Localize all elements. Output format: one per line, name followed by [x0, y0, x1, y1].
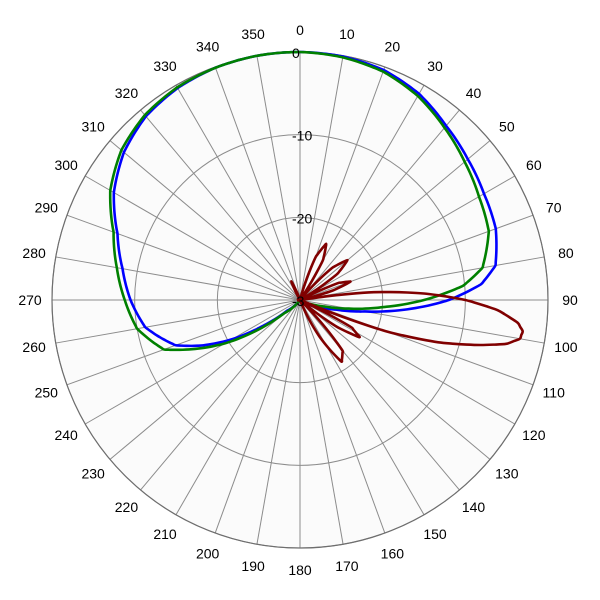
- angle-tick-label: 230: [81, 466, 105, 482]
- angle-tick-label: 20: [385, 38, 401, 54]
- spoke-250: [66, 299, 301, 386]
- radial-tick-label: 0: [292, 45, 300, 61]
- angle-tick-label: 330: [153, 58, 177, 74]
- angle-tick-label: 180: [288, 562, 312, 578]
- angle-tick-label: 220: [115, 499, 139, 515]
- spoke-220: [140, 299, 301, 491]
- spoke-320: [140, 109, 301, 301]
- spoke-300: [84, 175, 301, 301]
- spoke-170: [299, 299, 344, 545]
- angle-tick-label: 170: [335, 558, 359, 574]
- radial-tick-label: -3: [292, 293, 305, 309]
- angle-tick-label: 110: [543, 384, 566, 400]
- series-layer: [108, 50, 524, 364]
- angle-tick-label: 120: [522, 427, 546, 443]
- angle-tick-label: 140: [462, 499, 486, 515]
- tick-labels: 0 10 20 30 40 50 60 70 80 90 100 110 120 130 140 150 160…: [18, 22, 578, 578]
- angle-tick-label: 270: [18, 292, 42, 308]
- spoke-210: [175, 299, 301, 516]
- spoke-80: [299, 256, 545, 301]
- spoke-40: [299, 109, 460, 301]
- spoke-280: [55, 256, 301, 301]
- spoke-200: [214, 299, 301, 534]
- spoke-260: [55, 299, 301, 344]
- angle-tick-label: 210: [153, 526, 177, 542]
- angle-tick-label: 30: [427, 58, 443, 74]
- angle-tick-label: 10: [339, 26, 355, 42]
- angle-tick-label: 150: [423, 526, 447, 542]
- angle-tick-label: 290: [35, 200, 59, 216]
- angle-tick-label: 190: [241, 558, 265, 574]
- angle-tick-label: 50: [499, 118, 515, 134]
- spoke-190: [256, 299, 301, 545]
- spoke-290: [66, 214, 301, 301]
- angle-tick-label: 350: [241, 26, 265, 42]
- radial-tick-label: -20: [292, 210, 312, 226]
- angle-tick-label: 280: [22, 245, 46, 261]
- spoke-310: [109, 140, 301, 301]
- spoke-120: [299, 299, 516, 425]
- spoke-160: [299, 299, 386, 534]
- angle-tick-label: 200: [196, 546, 220, 562]
- grid-ring: [216, 216, 384, 384]
- radial-tick-label: -10: [292, 128, 312, 144]
- spoke-70: [299, 214, 534, 301]
- spoke-230: [109, 299, 301, 460]
- angle-tick-label: 100: [554, 339, 578, 355]
- spoke-350: [256, 55, 301, 301]
- series-line-3: [289, 242, 524, 364]
- angle-tick-label: 90: [562, 292, 578, 308]
- angle-tick-label: 340: [196, 38, 220, 54]
- spoke-130: [299, 299, 491, 460]
- angle-tick-label: 70: [546, 200, 562, 216]
- angle-tick-label: 40: [466, 85, 482, 101]
- angle-tick-label: 250: [35, 384, 59, 400]
- angle-tick-label: 240: [54, 427, 78, 443]
- angle-tick-label: 60: [526, 157, 542, 173]
- angle-tick-label: 300: [54, 157, 78, 173]
- spoke-150: [299, 299, 425, 516]
- spoke-340: [214, 66, 301, 301]
- angle-tick-label: 160: [381, 546, 405, 562]
- angle-tick-label: 260: [22, 339, 46, 355]
- angle-tick-label: 310: [81, 118, 105, 134]
- spoke-10: [299, 55, 344, 301]
- spoke-330: [175, 84, 301, 301]
- spoke-50: [299, 140, 491, 301]
- angle-tick-label: 0: [296, 22, 304, 38]
- angle-tick-label: 130: [495, 466, 519, 482]
- angle-tick-label: 80: [558, 245, 574, 261]
- spoke-140: [299, 299, 460, 491]
- spoke-240: [84, 299, 301, 425]
- angle-tick-label: 320: [115, 85, 139, 101]
